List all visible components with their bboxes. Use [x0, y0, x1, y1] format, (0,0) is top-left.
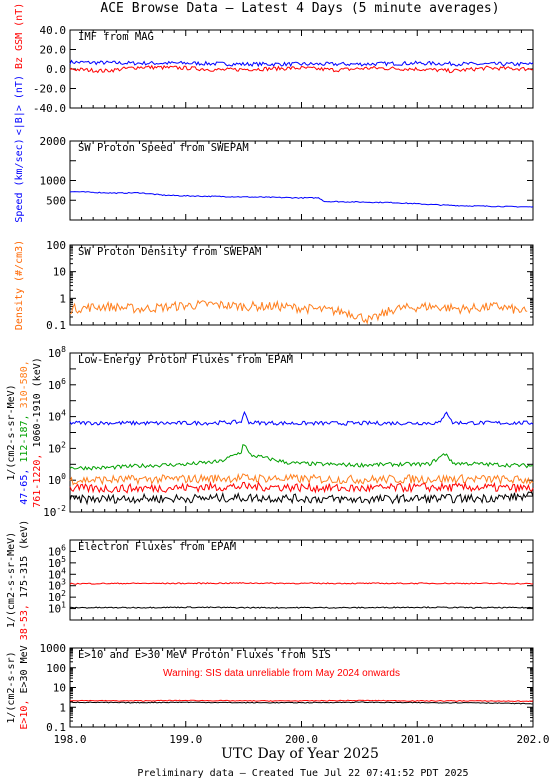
- y-tick-label: 102: [48, 440, 66, 455]
- y-tick-label: 500: [46, 194, 66, 207]
- y-tick-label: -40.0: [33, 102, 66, 115]
- y-tick-label: 2000: [40, 135, 67, 148]
- y-axis-label-line: Speed (km/sec): [14, 138, 25, 222]
- panel-title: SW Proton Speed from SWEPAM: [78, 142, 249, 154]
- y-tick-label: 0.1: [46, 721, 66, 734]
- x-axis-label: UTC Day of Year 2025: [221, 746, 379, 762]
- y-tick-label: 104: [48, 566, 66, 581]
- y-label-part: 761-1220,: [32, 454, 43, 508]
- y-tick-label: 100: [46, 662, 66, 675]
- series-line-2: [69, 701, 534, 705]
- panel-title: Low-Energy Proton Fluxes from EPAM: [78, 354, 293, 366]
- series-line-2: [69, 606, 534, 609]
- y-label-part: 1/(cm2-s-sr-MeV): [6, 384, 17, 480]
- figure-title: ACE Browse Data – Latest 4 Days (5 minut…: [100, 1, 499, 16]
- y-tick-label: 108: [48, 345, 66, 360]
- y-tick-label: 0.1: [46, 319, 66, 332]
- y-axis-label: Density (#/cm3): [14, 240, 25, 330]
- series-line-1: [69, 191, 534, 208]
- y-label-part: Density (#/cm3): [14, 240, 25, 330]
- y-tick-label: 104: [48, 409, 66, 424]
- y-label-part: 1/(cm2-s-sr-MeV): [6, 532, 17, 628]
- y-label-part: Bz GSM (nT): [14, 3, 25, 75]
- y-label-part: 38-53,: [19, 604, 30, 640]
- y-label-part: 47-65,: [19, 469, 30, 505]
- y-axis-label-line: 1/(cm2-s-sr): [6, 651, 17, 723]
- y-tick-label: 1: [59, 292, 66, 305]
- series-line-2: [69, 64, 534, 74]
- panel-3: 100 10 1 0.1 SW Proton Density from SWEPAM De…: [14, 239, 534, 332]
- y-tick-label: 0.0: [46, 63, 66, 76]
- y-tick-label: -20.0: [33, 83, 66, 96]
- y-axis-label-line: Density (#/cm3): [14, 240, 25, 330]
- y-tick-label: 102: [48, 589, 66, 604]
- y-axis-label-line: 1/(cm2-s-sr-MeV): [6, 532, 17, 628]
- series-line-5: [69, 491, 534, 506]
- x-tick-label: 202.0: [516, 733, 549, 746]
- y-axis-label: 1/(cm2-s-sr) E>10, E>30 MeV: [6, 645, 30, 729]
- x-tick-label: 200.0: [285, 733, 318, 746]
- series-line-1: [69, 410, 534, 427]
- series-line-1: [69, 699, 534, 703]
- y-tick-label: 101: [48, 601, 66, 616]
- series-line-4: [69, 480, 534, 494]
- x-tick-label: 199.0: [169, 733, 202, 746]
- y-axis-label-line: 1/(cm2-s-sr-MeV): [6, 384, 17, 480]
- y-label-part: Speed (km/sec): [14, 138, 25, 222]
- y-tick-label: 10: [53, 682, 66, 695]
- y-label-part: E>10,: [19, 700, 30, 730]
- y-tick-label: 100: [48, 472, 66, 487]
- panel-4: 108 106 104 102 100 10-2 Low-Energy Proton Flu…: [6, 345, 534, 519]
- y-axis-label: <|B|> (nT) Bz GSM (nT): [14, 3, 25, 135]
- panel-1: 40.0 20.0 0.0 -20.0 -40.0 IMF from MAG <|B|> (…: [14, 3, 534, 135]
- y-tick-label: 40.0: [40, 24, 67, 37]
- y-tick-label: 10-2: [43, 504, 66, 519]
- y-axis-label: 1/(cm2-s-sr-MeV) 38-53, 175-315 (keV): [6, 520, 30, 640]
- y-axis-label: Speed (km/sec): [14, 138, 25, 222]
- y-label-part: 112-187,: [19, 414, 30, 468]
- y-label-part: 175-315 (keV): [19, 520, 30, 604]
- panel-title: Electron Fluxes from EPAM: [78, 541, 236, 553]
- y-label-part: <|B|> (nT): [14, 75, 25, 135]
- y-axis-label: 1/(cm2-s-sr-MeV)47-65, 112-187, 310-580,…: [6, 357, 43, 508]
- panel-title: IMF from MAG: [78, 31, 154, 43]
- y-label-part: 1060-1910 (keV): [32, 357, 43, 453]
- y-label-part: 310-580,: [19, 360, 30, 414]
- panel-2: 2000 1000 500 SW Proton Speed from SWEPAM Sp…: [14, 135, 534, 223]
- y-axis-label-line: 761-1220, 1060-1910 (keV): [32, 357, 43, 508]
- y-axis-label-line: 38-53, 175-315 (keV): [19, 520, 30, 640]
- y-tick-label: 105: [48, 555, 66, 570]
- y-label-part: E>30 MeV: [19, 645, 30, 699]
- y-tick-label: 1: [59, 701, 66, 714]
- panel-annotation: Warning: SIS data unreliable from May 20…: [163, 668, 400, 679]
- y-tick-label: 1000: [40, 642, 67, 655]
- panel-title: E>10 and E>30 MeV Proton Fluxes from SIS: [78, 649, 331, 661]
- y-axis-label-line: <|B|> (nT) Bz GSM (nT): [14, 3, 25, 135]
- y-label-part: 1/(cm2-s-sr): [6, 651, 17, 723]
- y-tick-label: 100: [46, 239, 66, 252]
- y-axis-label-line: 47-65, 112-187, 310-580,: [19, 360, 30, 505]
- y-tick-label: 103: [48, 578, 66, 593]
- series-line-3: [69, 472, 534, 486]
- panel-title: SW Proton Density from SWEPAM: [78, 246, 261, 258]
- y-tick-label: 20.0: [40, 44, 67, 57]
- y-tick-label: 106: [48, 543, 66, 558]
- x-tick-label: 201.0: [401, 733, 434, 746]
- panels-group: 40.0 20.0 0.0 -20.0 -40.0 IMF from MAG <|B|> (…: [6, 3, 550, 746]
- y-tick-label: 10: [53, 266, 66, 279]
- y-tick-label: 106: [48, 377, 66, 392]
- series-line-1: [69, 582, 534, 585]
- y-tick-label: 1000: [40, 175, 67, 188]
- series-line-2: [69, 444, 533, 471]
- panel-6: 1000 100 10 1 0.1 E>10 and E>30 MeV Proton Fl…: [6, 642, 534, 734]
- x-tick-label: 198.0: [53, 733, 86, 746]
- y-axis-label-line: E>10, E>30 MeV: [19, 645, 30, 729]
- series-line-1: [69, 59, 534, 68]
- footer-note: Preliminary data – Created Tue Jul 22 07…: [137, 768, 468, 779]
- series-line-1: [69, 299, 528, 325]
